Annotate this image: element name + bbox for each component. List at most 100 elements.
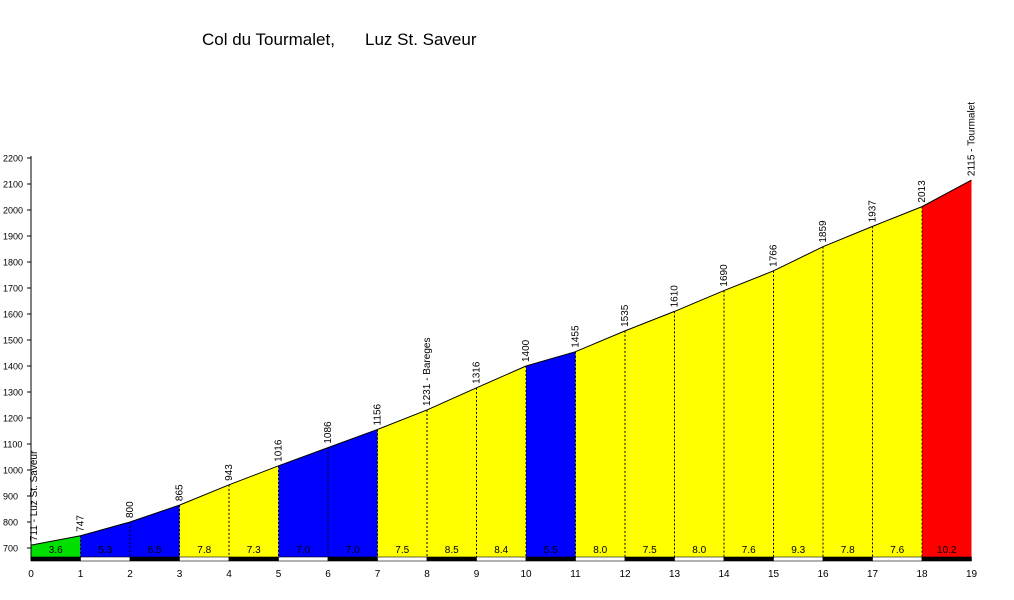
y-tick-label: 1000 — [3, 466, 23, 476]
scale-bar-segment — [872, 556, 923, 562]
y-tick-label: 1300 — [3, 388, 23, 398]
segment-fill — [179, 484, 229, 557]
scale-bar-segment — [426, 556, 477, 562]
x-tick-label: 15 — [768, 569, 780, 580]
y-tick-label: 1500 — [3, 336, 23, 346]
chart-title-start: Luz St. Saveur — [365, 30, 477, 49]
y-tick-label: 1200 — [3, 414, 23, 424]
altitude-label: 865 — [175, 484, 186, 501]
scale-bar-segment — [228, 556, 279, 562]
altitude-label: 1316 — [472, 361, 483, 384]
segment-fill — [575, 330, 625, 557]
altitude-label: 711 - Luz St. Saveur — [29, 450, 40, 541]
altitude-label: 1766 — [769, 244, 780, 267]
x-tick-label: 16 — [817, 569, 829, 580]
y-tick-label: 1800 — [3, 258, 23, 268]
segment-fill — [625, 311, 675, 557]
altitude-label: 943 — [224, 464, 235, 481]
gradient-label: 9.3 — [791, 545, 805, 556]
y-tick-label: 2200 — [3, 154, 23, 164]
segment-fill — [724, 270, 774, 557]
gradient-label: 5.3 — [98, 545, 112, 556]
scale-bar-segment — [674, 556, 725, 562]
segment-fill — [922, 180, 972, 557]
y-tick-label: 900 — [3, 492, 18, 502]
altitude-label: 1937 — [868, 200, 879, 223]
altitude-label: 1535 — [620, 304, 631, 327]
scale-bar-segment — [327, 556, 378, 562]
x-tick-label: 2 — [127, 569, 133, 580]
x-tick-label: 10 — [520, 569, 532, 580]
segment-fill — [80, 522, 130, 557]
gradient-label: 5.5 — [544, 545, 558, 556]
segment-fill — [476, 366, 526, 557]
gradient-label: 7.0 — [346, 545, 360, 556]
segment-fill — [773, 246, 823, 557]
x-tick-label: 6 — [325, 569, 331, 580]
gradient-label: 6.5 — [148, 545, 162, 556]
altitude-label: 1690 — [719, 264, 730, 287]
gradient-label: 7.8 — [197, 545, 211, 556]
gradient-label: 7.8 — [841, 545, 855, 556]
scale-bar-segment — [80, 556, 131, 562]
chart-title: Col du Tourmalet, Luz St. Saveur — [0, 30, 1014, 54]
scale-bar-segment — [921, 556, 972, 562]
segment-fill — [526, 351, 576, 557]
segment-fill — [823, 226, 873, 557]
scale-bar-segment — [179, 556, 230, 562]
altitude-label: 1086 — [323, 421, 334, 444]
scale-bar-segment — [476, 556, 527, 562]
gradient-label: 7.3 — [247, 545, 261, 556]
segment-fill — [674, 290, 724, 557]
y-tick-label: 700 — [3, 544, 18, 554]
scale-bar-segment — [822, 556, 873, 562]
altitude-label: 1156 — [373, 403, 384, 425]
gradient-label: 7.6 — [890, 545, 904, 556]
segment-fill — [31, 535, 81, 557]
segment-fill — [278, 447, 328, 557]
x-tick-label: 5 — [276, 569, 282, 580]
scale-bar-segment — [278, 556, 329, 562]
segment-fill — [229, 465, 279, 557]
scale-bar-segment — [723, 556, 774, 562]
segment-fill — [427, 387, 477, 557]
x-tick-label: 11 — [570, 569, 581, 580]
y-tick-label: 2100 — [3, 180, 23, 190]
altitude-label: 1455 — [571, 325, 582, 348]
scale-bar-segment — [525, 556, 576, 562]
x-tick-label: 14 — [718, 569, 730, 580]
segment-fill — [328, 429, 378, 557]
x-tick-label: 19 — [966, 569, 978, 580]
altitude-label: 2013 — [917, 180, 928, 203]
y-tick-label: 1700 — [3, 284, 23, 294]
x-tick-label: 13 — [669, 569, 681, 580]
altitude-label: 2115 - Tourmalet — [967, 102, 978, 176]
gradient-label: 3.6 — [49, 545, 63, 556]
chart-title-climb: Col du Tourmalet, — [202, 30, 335, 49]
y-tick-label: 2000 — [3, 206, 23, 216]
altitude-label: 1610 — [670, 285, 681, 308]
segment-fill — [377, 409, 427, 557]
x-tick-label: 8 — [424, 569, 430, 580]
y-tick-label: 1600 — [3, 310, 23, 320]
x-tick-label: 9 — [474, 569, 480, 580]
gradient-label: 7.5 — [395, 545, 409, 556]
gradient-label: 8.5 — [445, 545, 459, 556]
x-tick-label: 12 — [619, 569, 631, 580]
gradient-label: 7.5 — [643, 545, 657, 556]
scale-bar-segment — [575, 556, 626, 562]
altitude-label: 1016 — [274, 439, 285, 462]
altitude-label: 747 — [76, 515, 87, 532]
scale-bar-segment — [377, 556, 428, 562]
gradient-label: 8.0 — [593, 545, 607, 556]
gradient-label: 8.0 — [692, 545, 706, 556]
x-tick-label: 7 — [375, 569, 381, 580]
x-tick-label: 3 — [177, 569, 183, 580]
y-tick-label: 1900 — [3, 232, 23, 242]
altitude-label: 1400 — [521, 339, 532, 362]
scale-bar-segment — [773, 556, 824, 562]
profile-line — [30, 179, 972, 546]
x-tick-label: 1 — [78, 569, 84, 580]
scale-bar-segment — [624, 556, 675, 562]
